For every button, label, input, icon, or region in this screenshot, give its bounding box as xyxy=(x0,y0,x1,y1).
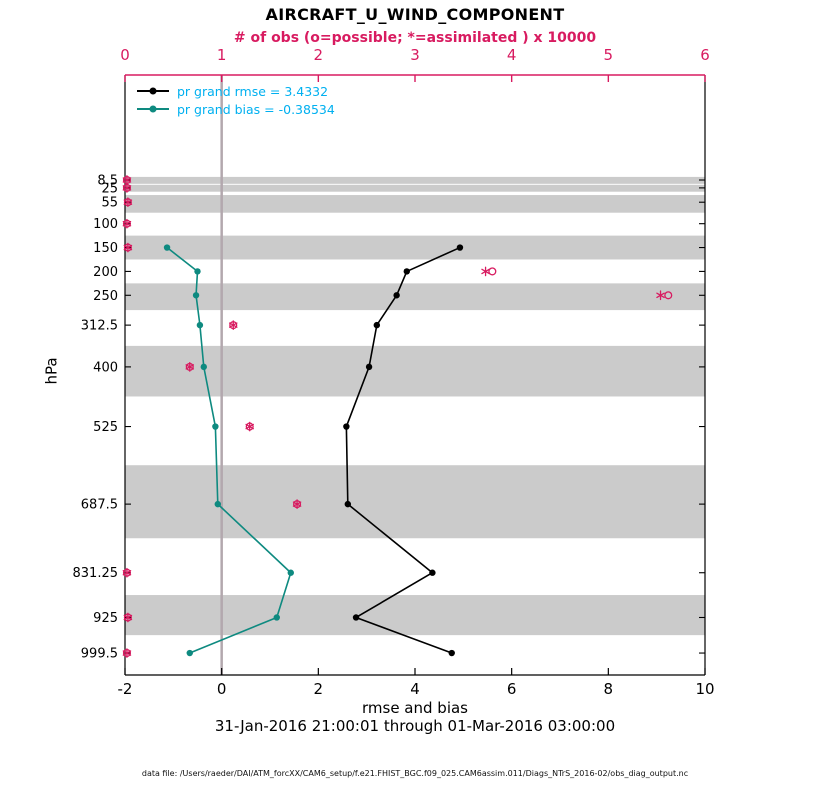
obs-count-markers xyxy=(122,175,673,658)
svg-text:525: 525 xyxy=(93,420,118,435)
svg-text:5: 5 xyxy=(604,46,614,64)
svg-text:8: 8 xyxy=(604,680,614,698)
svg-text:55: 55 xyxy=(101,196,118,211)
x-axis-label: rmse and bias xyxy=(361,699,468,717)
legend: pr grand rmse = 3.4332 pr grand bias = -… xyxy=(137,82,335,118)
legend-entry-rmse: pr grand rmse = 3.4332 xyxy=(137,82,335,100)
svg-text:0: 0 xyxy=(217,680,227,698)
legend-label-bias: pr grand bias = -0.38534 xyxy=(177,101,335,117)
data-file-path: data file: /Users/raeder/DAI/ATM_forcXX/… xyxy=(141,769,689,778)
svg-text:2: 2 xyxy=(314,46,324,64)
svg-text:1: 1 xyxy=(217,46,227,64)
svg-text:4: 4 xyxy=(507,46,517,64)
legend-label-rmse: pr grand rmse = 3.4332 xyxy=(177,83,329,99)
svg-text:999.5: 999.5 xyxy=(81,647,118,662)
obs-count-subtitle: # of obs (o=possible; *=assimilated ) x … xyxy=(233,30,597,46)
svg-text:0: 0 xyxy=(120,46,130,64)
pr-grand-bias-series xyxy=(163,244,294,657)
svg-text:6: 6 xyxy=(700,46,710,64)
pr-grand-rmse-series xyxy=(343,244,464,657)
legend-entry-bias: pr grand bias = -0.38534 xyxy=(137,100,335,118)
svg-text:150: 150 xyxy=(93,241,118,256)
svg-text:3: 3 xyxy=(410,46,420,64)
page-title: AIRCRAFT_U_WIND_COMPONENT xyxy=(265,5,565,24)
date-range-caption: 31-Jan-2016 21:00:01 through 01-Mar-2016… xyxy=(214,717,616,735)
svg-text:8.5: 8.5 xyxy=(97,174,118,189)
rmse-line-swatch xyxy=(137,90,169,92)
svg-text:6: 6 xyxy=(507,680,517,698)
svg-text:200: 200 xyxy=(93,265,118,280)
bias-line-swatch xyxy=(137,108,169,110)
svg-text:400: 400 xyxy=(93,360,118,375)
svg-text:831.25: 831.25 xyxy=(73,566,119,581)
svg-text:687.5: 687.5 xyxy=(81,498,118,513)
y-axis-label: hPa xyxy=(42,357,61,385)
svg-text:100: 100 xyxy=(93,217,118,232)
top-axis-ticks: 0 1 2 3 4 5 6 xyxy=(120,46,710,82)
svg-text:-2: -2 xyxy=(118,680,133,698)
bottom-axis-ticks: -2 0 2 4 6 8 10 xyxy=(118,668,715,698)
svg-text:10: 10 xyxy=(695,680,714,698)
svg-text:312.5: 312.5 xyxy=(81,319,118,334)
svg-text:925: 925 xyxy=(93,611,118,626)
svg-text:2: 2 xyxy=(314,680,324,698)
svg-text:250: 250 xyxy=(93,289,118,304)
svg-text:25: 25 xyxy=(101,181,118,196)
svg-text:4: 4 xyxy=(410,680,420,698)
